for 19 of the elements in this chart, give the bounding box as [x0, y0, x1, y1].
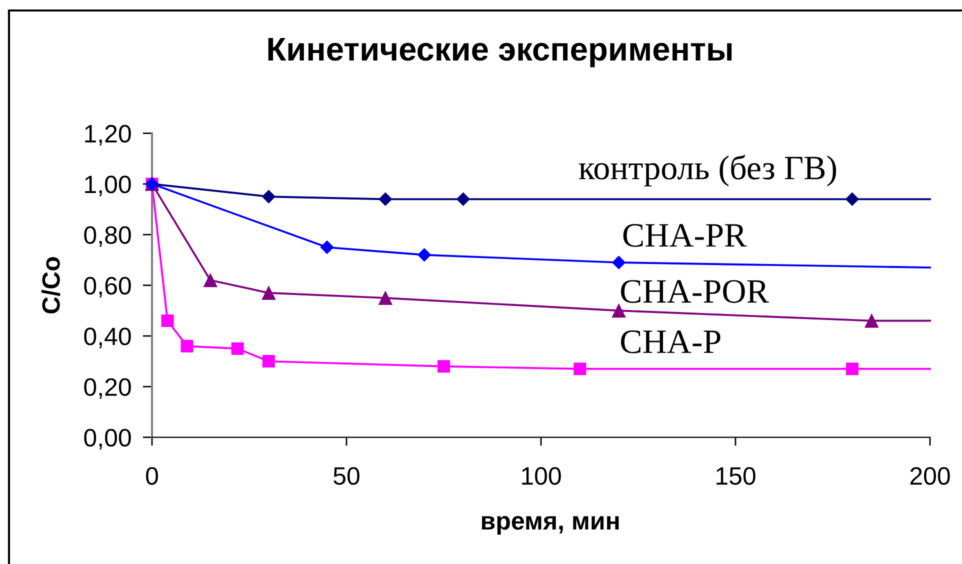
- series-label: CHA-P: [620, 330, 720, 354]
- chart-title: Кинетические эксперименты: [268, 38, 732, 68]
- y-tick-label: 0,00: [84, 428, 131, 450]
- y-tick-label: 0,40: [84, 328, 131, 348]
- y-tick-label: 1,20: [85, 124, 131, 146]
- y-tick-label: 0,80: [84, 226, 131, 247]
- x-tick-label: 50: [334, 467, 360, 485]
- x-tick-label: 200: [910, 467, 950, 485]
- y-tick-label: 0,60: [84, 276, 131, 298]
- series-label: CHA-PR: [623, 224, 747, 247]
- x-tick-label: 0: [146, 467, 158, 485]
- x-tick-label: 100: [522, 467, 561, 485]
- y-axis-title: C/Co: [42, 257, 60, 314]
- y-tick-label: 0,20: [84, 378, 131, 399]
- x-axis-title: время, мин: [482, 516, 619, 535]
- series-label: CHA-POR: [620, 280, 769, 303]
- series-label: контроль (без ГВ): [578, 154, 836, 186]
- y-tick-label: 1,00: [85, 176, 131, 196]
- x-tick-label: 150: [716, 467, 756, 485]
